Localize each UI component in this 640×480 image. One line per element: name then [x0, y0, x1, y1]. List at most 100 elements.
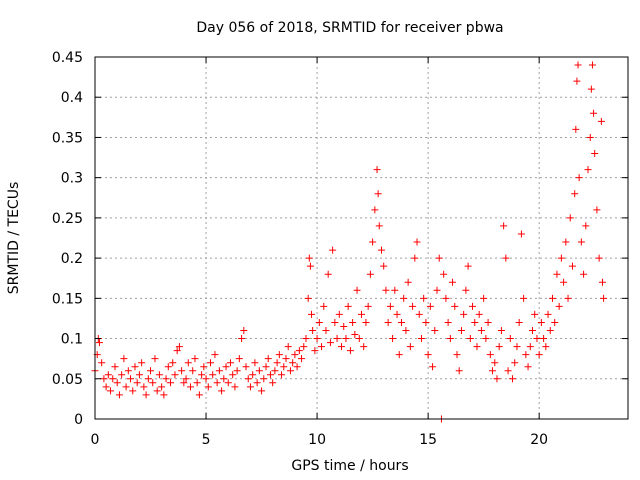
- data-point: [318, 343, 326, 351]
- data-point: [320, 302, 328, 310]
- data-point: [564, 294, 572, 302]
- data-point: [120, 355, 128, 363]
- data-point: [173, 347, 181, 355]
- data-point: [511, 359, 519, 367]
- data-point: [409, 302, 417, 310]
- x-axis-label: GPS time / hours: [291, 458, 408, 474]
- data-point: [231, 383, 239, 391]
- data-point: [429, 363, 437, 371]
- data-point: [590, 109, 598, 117]
- data-point: [504, 367, 512, 375]
- data-point: [572, 125, 580, 133]
- data-point: [222, 363, 230, 371]
- data-point: [269, 379, 277, 387]
- data-point: [373, 166, 381, 174]
- data-point: [331, 318, 339, 326]
- data-point: [555, 302, 563, 310]
- data-point: [164, 363, 172, 371]
- y-tick-label: 0.25: [52, 211, 83, 227]
- data-point: [260, 375, 268, 383]
- data-point: [220, 375, 228, 383]
- data-point: [568, 262, 576, 270]
- data-point: [451, 302, 459, 310]
- data-point: [293, 363, 301, 371]
- data-point: [295, 347, 303, 355]
- data-point: [353, 286, 361, 294]
- data-point: [178, 367, 186, 375]
- data-point: [342, 335, 350, 343]
- data-point: [229, 371, 237, 379]
- data-point: [131, 363, 139, 371]
- data-point: [286, 367, 294, 375]
- data-point: [466, 335, 474, 343]
- data-point: [446, 335, 454, 343]
- data-point: [300, 343, 308, 351]
- x-tick-label: 5: [202, 432, 211, 448]
- data-point: [311, 347, 319, 355]
- data-point: [113, 379, 121, 387]
- data-point: [506, 335, 514, 343]
- data-point: [574, 61, 582, 69]
- data-point: [302, 335, 310, 343]
- data-point: [115, 391, 123, 399]
- data-points: [91, 61, 608, 423]
- data-point: [200, 363, 208, 371]
- data-point: [344, 302, 352, 310]
- data-point: [535, 351, 543, 359]
- x-tick-label: 0: [91, 432, 100, 448]
- data-point: [171, 371, 179, 379]
- data-point: [324, 270, 332, 278]
- data-point: [209, 371, 217, 379]
- data-point: [435, 254, 443, 262]
- data-point: [500, 222, 508, 230]
- data-point: [315, 318, 323, 326]
- data-point: [560, 278, 568, 286]
- data-point: [189, 367, 197, 375]
- y-tick-label: 0.35: [52, 130, 83, 146]
- data-point: [475, 310, 483, 318]
- data-point: [491, 359, 499, 367]
- data-point: [251, 359, 259, 367]
- data-point: [517, 230, 525, 238]
- data-point: [182, 375, 190, 383]
- data-point: [433, 286, 441, 294]
- data-point: [369, 238, 377, 246]
- data-point: [129, 387, 137, 395]
- axis-ticks: 0 0.05 0.1 0.15 0.2 0.25 0.3 0.35 0.4 0.45 0 5 10 15 2…: [52, 50, 628, 448]
- data-point: [375, 222, 383, 230]
- data-point: [595, 254, 603, 262]
- data-point: [224, 379, 232, 387]
- data-point: [395, 351, 403, 359]
- data-point: [149, 379, 157, 387]
- data-point: [371, 206, 379, 214]
- data-point: [98, 359, 106, 367]
- data-point: [235, 355, 243, 363]
- data-point: [573, 77, 581, 85]
- data-point: [355, 335, 363, 343]
- data-point: [580, 270, 588, 278]
- data-point: [160, 391, 168, 399]
- data-point: [333, 335, 341, 343]
- data-point: [384, 318, 392, 326]
- data-point: [426, 302, 434, 310]
- data-point: [258, 387, 266, 395]
- data-point: [262, 363, 270, 371]
- data-point: [140, 383, 148, 391]
- data-point: [340, 322, 348, 330]
- data-point: [175, 343, 183, 351]
- data-point: [211, 351, 219, 359]
- data-point: [308, 310, 316, 318]
- data-point: [493, 375, 501, 383]
- data-point: [397, 318, 405, 326]
- data-point: [289, 359, 297, 367]
- data-point: [186, 383, 194, 391]
- data-point: [246, 383, 254, 391]
- data-point: [524, 363, 532, 371]
- data-point: [473, 343, 481, 351]
- data-point: [442, 294, 450, 302]
- data-point: [280, 363, 288, 371]
- data-point: [460, 310, 468, 318]
- data-point: [278, 371, 286, 379]
